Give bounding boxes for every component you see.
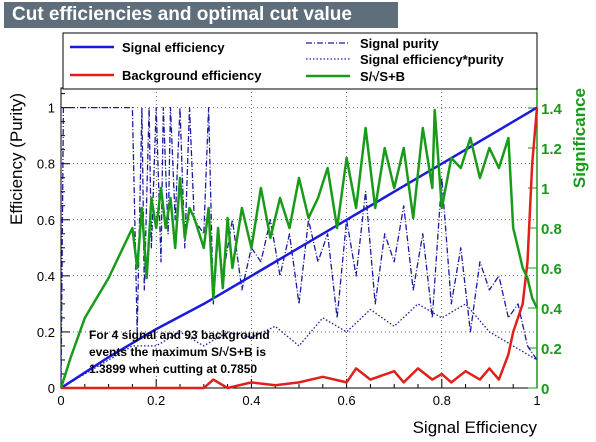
x-tick-label: 0.6 [338,393,356,408]
legend-label: Signal purity [360,36,440,51]
annotation-line: events the maximum S/√S+B is [89,345,266,359]
series-line [59,108,539,389]
y-tick-label: 1 [48,101,55,116]
chart-title: Cut efficiencies and optimal cut value [12,4,352,25]
y-axis-label: Efficiency (Purity) [7,93,26,225]
y2-tick-label: 0.8 [541,221,562,238]
y2-tick-label: 0.2 [541,341,562,358]
y2-tick-label: 1 [541,181,549,198]
legend-label: Background efficiency [122,68,262,83]
series-line [60,303,538,389]
y-tick-label: 0.4 [37,269,55,284]
y2-tick-label: 0 [541,381,549,398]
annotation-line: For 4 signal and 93 background [89,328,270,342]
legend-label: S/√S+B [360,69,405,84]
x-tick-label: 0 [57,393,64,408]
y2-tick-label: 1.2 [541,141,562,158]
series-line [60,106,538,390]
y-tick-label: 0.2 [37,325,55,340]
annotation-line: 1.3899 when cutting at 0.7850 [89,362,257,376]
y2-axis-label: Significance [570,88,589,188]
y2-tick-label: 0.4 [541,301,563,318]
legend-box [62,32,538,90]
y-tick-label: 0 [48,381,55,396]
y-tick-label: 0.8 [37,157,55,172]
series-line [61,107,539,390]
legend-label: Signal efficiency [122,40,225,55]
legend-label: Signal efficiency*purity [360,52,505,67]
y-tick-label: 0.6 [37,213,55,228]
x-tick-label: 0.2 [147,393,165,408]
x-tick-label: 0.8 [433,393,451,408]
x-tick-label: 1 [533,393,540,408]
chart-title-box: Cut efficiencies and optimal cut value [4,2,398,28]
x-tick-label: 0.4 [242,393,260,408]
series-line [60,106,538,389]
x-axis-label: Signal Efficiency [413,418,538,437]
y2-tick-label: 1.4 [541,101,563,118]
y2-tick-label: 0.6 [541,261,562,278]
